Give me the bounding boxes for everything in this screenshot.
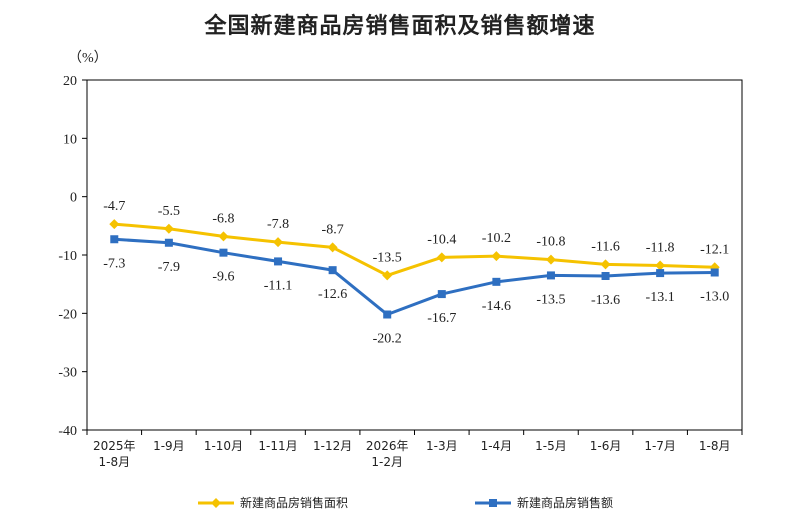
series-line-2 xyxy=(114,237,715,316)
series-line-1 xyxy=(114,222,715,277)
data-label: -13.5 xyxy=(373,250,402,265)
series-2-point xyxy=(492,277,501,286)
y-tick-label: 20 xyxy=(63,74,77,89)
series-1-point xyxy=(218,231,229,242)
y-tick-label: -30 xyxy=(58,366,77,381)
y-tick-label: 10 xyxy=(63,132,77,147)
data-label: -13.1 xyxy=(646,290,675,305)
series-1-point xyxy=(382,270,393,281)
y-tick-label: -10 xyxy=(58,249,77,264)
data-label: -16.7 xyxy=(427,311,456,326)
data-label: -12.1 xyxy=(700,242,729,257)
x-tick-label: 1-11月 xyxy=(258,439,297,453)
x-tick-label: 1-8月 xyxy=(699,439,731,453)
data-label: -9.6 xyxy=(212,270,234,285)
x-tick-label: 1-6月 xyxy=(590,439,622,453)
series-2-point xyxy=(601,272,610,280)
x-tick-label: 2025年 xyxy=(93,439,136,453)
data-label: -8.7 xyxy=(322,222,344,237)
x-tick-label: 1-9月 xyxy=(153,439,185,453)
series-2-point xyxy=(546,271,555,280)
data-label: -7.3 xyxy=(103,256,125,271)
x-tick-label: 1-7月 xyxy=(644,439,676,453)
series-1-point xyxy=(491,251,502,262)
series-1-point xyxy=(273,237,284,248)
data-label: -10.4 xyxy=(427,232,456,247)
y-tick-label: -20 xyxy=(58,307,77,322)
x-tick-label: 1-10月 xyxy=(204,439,243,453)
series-2-point xyxy=(110,235,119,244)
x-tick-label: 1-5月 xyxy=(535,439,567,453)
legend-swatch-marker xyxy=(489,499,497,507)
x-tick-label: 1-3月 xyxy=(426,439,458,453)
y-tick-label: 0 xyxy=(70,191,77,206)
plot-frame xyxy=(86,79,743,431)
x-tick-label: 1-4月 xyxy=(481,439,513,453)
data-label: -20.2 xyxy=(373,332,402,347)
x-tick-label: 2026年 xyxy=(366,439,409,453)
series-2-point xyxy=(274,257,283,266)
series-2-point xyxy=(656,269,665,278)
series-2-point xyxy=(383,310,392,319)
series-1-point xyxy=(545,254,556,265)
series-1-point xyxy=(109,219,120,230)
data-label: -11.1 xyxy=(264,278,293,293)
series-1-point xyxy=(163,223,174,234)
series-2-point xyxy=(328,266,337,275)
series-2-point xyxy=(710,268,719,277)
legend-swatch-marker xyxy=(211,498,221,508)
data-label: -14.6 xyxy=(482,299,511,314)
data-label: -6.8 xyxy=(212,211,234,226)
data-label: -10.2 xyxy=(482,231,511,246)
data-label: -10.8 xyxy=(536,235,565,250)
x-tick-label: 1-12月 xyxy=(313,439,352,453)
y-axis-unit-label: （%） xyxy=(68,50,108,66)
x-tick-label: 1-8月 xyxy=(98,455,130,469)
data-label: -5.5 xyxy=(158,204,180,219)
data-label: -7.8 xyxy=(267,217,289,232)
legend-label: 新建商品房销售额 xyxy=(517,495,613,510)
x-tick-label: 1-2月 xyxy=(371,455,403,469)
legend-label: 新建商品房销售面积 xyxy=(240,495,348,510)
data-label: -7.9 xyxy=(158,260,180,275)
data-label: -13.6 xyxy=(591,293,620,308)
series-2-point xyxy=(437,290,446,299)
series-1-point xyxy=(655,260,666,271)
series-2-point xyxy=(219,248,228,257)
chart-title: 全国新建商品房销售面积及销售额增速 xyxy=(204,14,596,39)
data-label: -11.8 xyxy=(646,241,675,256)
series-2-point xyxy=(164,238,173,247)
series-1-point xyxy=(600,259,611,270)
data-label: -12.6 xyxy=(318,287,347,302)
data-label: -13.5 xyxy=(536,292,565,307)
y-tick-label: -40 xyxy=(58,424,77,439)
data-label: -11.6 xyxy=(591,239,620,254)
series-1-point xyxy=(436,252,447,263)
series-1-point xyxy=(327,242,338,253)
data-label: -4.7 xyxy=(103,199,125,214)
data-label: -13.0 xyxy=(700,290,729,305)
